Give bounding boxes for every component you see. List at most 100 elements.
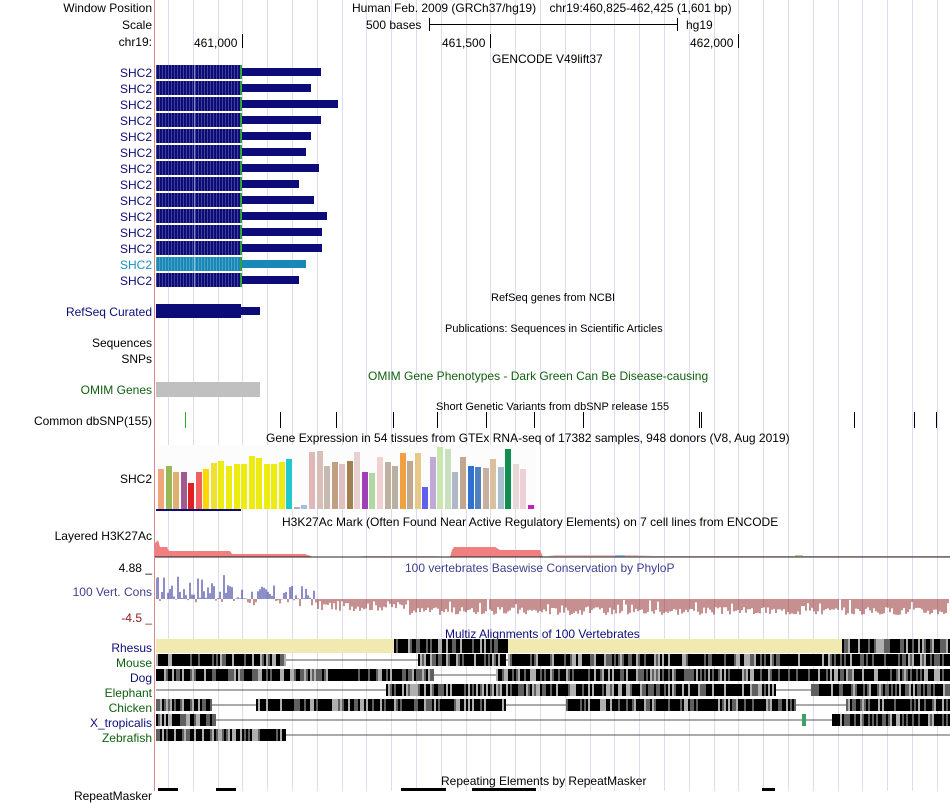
gtex-tissue-bar[interactable] <box>415 453 421 509</box>
gtex-tissue-bar[interactable] <box>309 452 315 509</box>
gencode-transcript-cds[interactable] <box>156 225 241 239</box>
gtex-tissue-bar[interactable] <box>226 466 232 509</box>
gtex-tissue-bar[interactable] <box>385 462 391 509</box>
gtex-tissue-bar[interactable] <box>468 466 474 509</box>
gtex-tissue-bar[interactable] <box>218 461 224 509</box>
gtex-tissue-bar[interactable] <box>249 456 255 509</box>
gtex-tissue-bar[interactable] <box>347 461 353 509</box>
dbsnp-variant-tick[interactable] <box>914 412 915 428</box>
rmsk-track-label[interactable]: RepeatMasker <box>73 789 152 803</box>
gencode-transcript-cds[interactable] <box>156 129 241 143</box>
dbsnp-variant-tick[interactable] <box>701 412 702 428</box>
gencode-transcript-label[interactable]: SHC2 <box>119 258 152 272</box>
gencode-transcript-cds[interactable] <box>156 113 241 127</box>
gencode-transcript-cds[interactable] <box>156 97 241 111</box>
gtex-tissue-bar[interactable] <box>241 464 247 509</box>
dbsnp-variant-tick[interactable] <box>936 412 937 428</box>
gtex-tissue-bar[interactable] <box>377 457 383 509</box>
gtex-tissue-bar[interactable] <box>505 449 511 509</box>
gtex-tissue-bar[interactable] <box>400 453 406 509</box>
snps-label[interactable]: SNPs <box>121 352 152 366</box>
gencode-transcript-label[interactable]: SHC2 <box>119 146 152 160</box>
gtex-tissue-bar[interactable] <box>271 464 277 509</box>
multiz-species-label[interactable]: Dog <box>129 671 152 685</box>
dbsnp-variant-tick[interactable] <box>185 412 186 428</box>
gtex-tissue-bar[interactable] <box>422 487 428 509</box>
dbsnp-variant-tick[interactable] <box>699 412 700 428</box>
multiz-species-label[interactable]: Chicken <box>108 701 152 715</box>
gtex-tissue-bar[interactable] <box>407 461 413 509</box>
gencode-transcript-cds[interactable] <box>156 145 241 159</box>
gtex-tissue-bar[interactable] <box>286 459 292 509</box>
gencode-transcript-label[interactable]: SHC2 <box>119 98 152 112</box>
repeat-element[interactable] <box>216 788 236 791</box>
repeat-element[interactable] <box>472 788 536 791</box>
gtex-tissue-bar[interactable] <box>498 467 504 509</box>
repeat-element[interactable] <box>401 788 446 791</box>
dbsnp-variant-tick[interactable] <box>583 412 584 428</box>
gencode-transcript-cds[interactable] <box>156 257 241 271</box>
gtex-tissue-bar[interactable] <box>475 467 481 509</box>
gtex-tissue-bar[interactable] <box>332 462 338 509</box>
gtex-tissue-bar[interactable] <box>158 469 164 509</box>
multiz-species-label[interactable]: Rhesus <box>111 641 152 655</box>
gtex-tissue-bar[interactable] <box>452 472 458 509</box>
sequences-label[interactable]: Sequences <box>91 336 152 350</box>
gtex-tissue-bar[interactable] <box>173 472 179 509</box>
gencode-transcript-label[interactable]: SHC2 <box>119 82 152 96</box>
gencode-transcript-cds[interactable] <box>156 209 241 223</box>
gtex-tissue-bar[interactable] <box>490 459 496 509</box>
dbsnp-variant-tick[interactable] <box>534 412 535 428</box>
dbsnp-track-label[interactable]: Common dbSNP(155) <box>33 414 152 428</box>
gtex-tissue-bar[interactable] <box>369 473 375 509</box>
dbsnp-variant-tick[interactable] <box>486 412 487 428</box>
gencode-transcript-cds[interactable] <box>156 65 241 79</box>
gencode-transcript-label[interactable]: SHC2 <box>119 210 152 224</box>
gtex-tissue-bar[interactable] <box>362 472 368 509</box>
gtex-tissue-bar[interactable] <box>181 472 187 509</box>
gencode-transcript-label[interactable]: SHC2 <box>119 162 152 176</box>
gtex-tissue-bar[interactable] <box>513 464 519 509</box>
gtex-tissue-bar[interactable] <box>437 447 443 509</box>
gencode-transcript-cds[interactable] <box>156 81 241 95</box>
gencode-transcript-cds[interactable] <box>156 177 241 191</box>
gencode-transcript-label[interactable]: SHC2 <box>119 114 152 128</box>
repeat-element[interactable] <box>158 788 178 791</box>
gtex-tissue-bar[interactable] <box>520 469 526 509</box>
gencode-transcript-cds[interactable] <box>156 273 241 287</box>
gencode-transcript-label[interactable]: SHC2 <box>119 242 152 256</box>
dbsnp-variant-tick[interactable] <box>280 412 281 428</box>
gtex-tissue-bar[interactable] <box>264 464 270 509</box>
dbsnp-variant-tick[interactable] <box>437 412 438 428</box>
gtex-tissue-bar[interactable] <box>234 464 240 509</box>
refseq-gene-feature[interactable] <box>156 304 241 318</box>
gtex-tissue-bar[interactable] <box>256 458 262 509</box>
gtex-tissue-bar[interactable] <box>324 466 330 509</box>
multiz-species-label[interactable]: X_tropicalis <box>89 716 152 730</box>
gtex-gene-label[interactable]: SHC2 <box>119 472 152 486</box>
dbsnp-variant-tick[interactable] <box>393 412 394 428</box>
refseq-track-label[interactable]: RefSeq Curated <box>65 305 152 319</box>
h3k27ac-track-label[interactable]: Layered H3K27Ac <box>54 529 152 543</box>
gtex-tissue-bar[interactable] <box>166 466 172 509</box>
gencode-transcript-cds[interactable] <box>156 241 241 255</box>
gtex-tissue-bar[interactable] <box>445 449 451 509</box>
gtex-tissue-bar[interactable] <box>196 472 202 509</box>
gencode-transcript-label[interactable]: SHC2 <box>119 226 152 240</box>
gtex-tissue-bar[interactable] <box>460 457 466 509</box>
gencode-transcript-label[interactable]: SHC2 <box>119 194 152 208</box>
gtex-tissue-bar[interactable] <box>354 452 360 509</box>
multiz-species-label[interactable]: Mouse <box>115 656 152 670</box>
gtex-tissue-bar[interactable] <box>483 468 489 509</box>
gencode-transcript-label[interactable]: SHC2 <box>119 178 152 192</box>
gencode-transcript-cds[interactable] <box>156 193 241 207</box>
gtex-tissue-bar[interactable] <box>528 505 534 509</box>
gtex-tissue-bar[interactable] <box>203 469 209 509</box>
gtex-tissue-bar[interactable] <box>301 505 307 509</box>
gtex-tissue-bar[interactable] <box>211 463 217 509</box>
gtex-tissue-bar[interactable] <box>392 466 398 509</box>
dbsnp-variant-tick[interactable] <box>336 412 337 428</box>
gtex-tissue-bar[interactable] <box>430 457 436 509</box>
multiz-species-label[interactable]: Elephant <box>104 686 152 700</box>
